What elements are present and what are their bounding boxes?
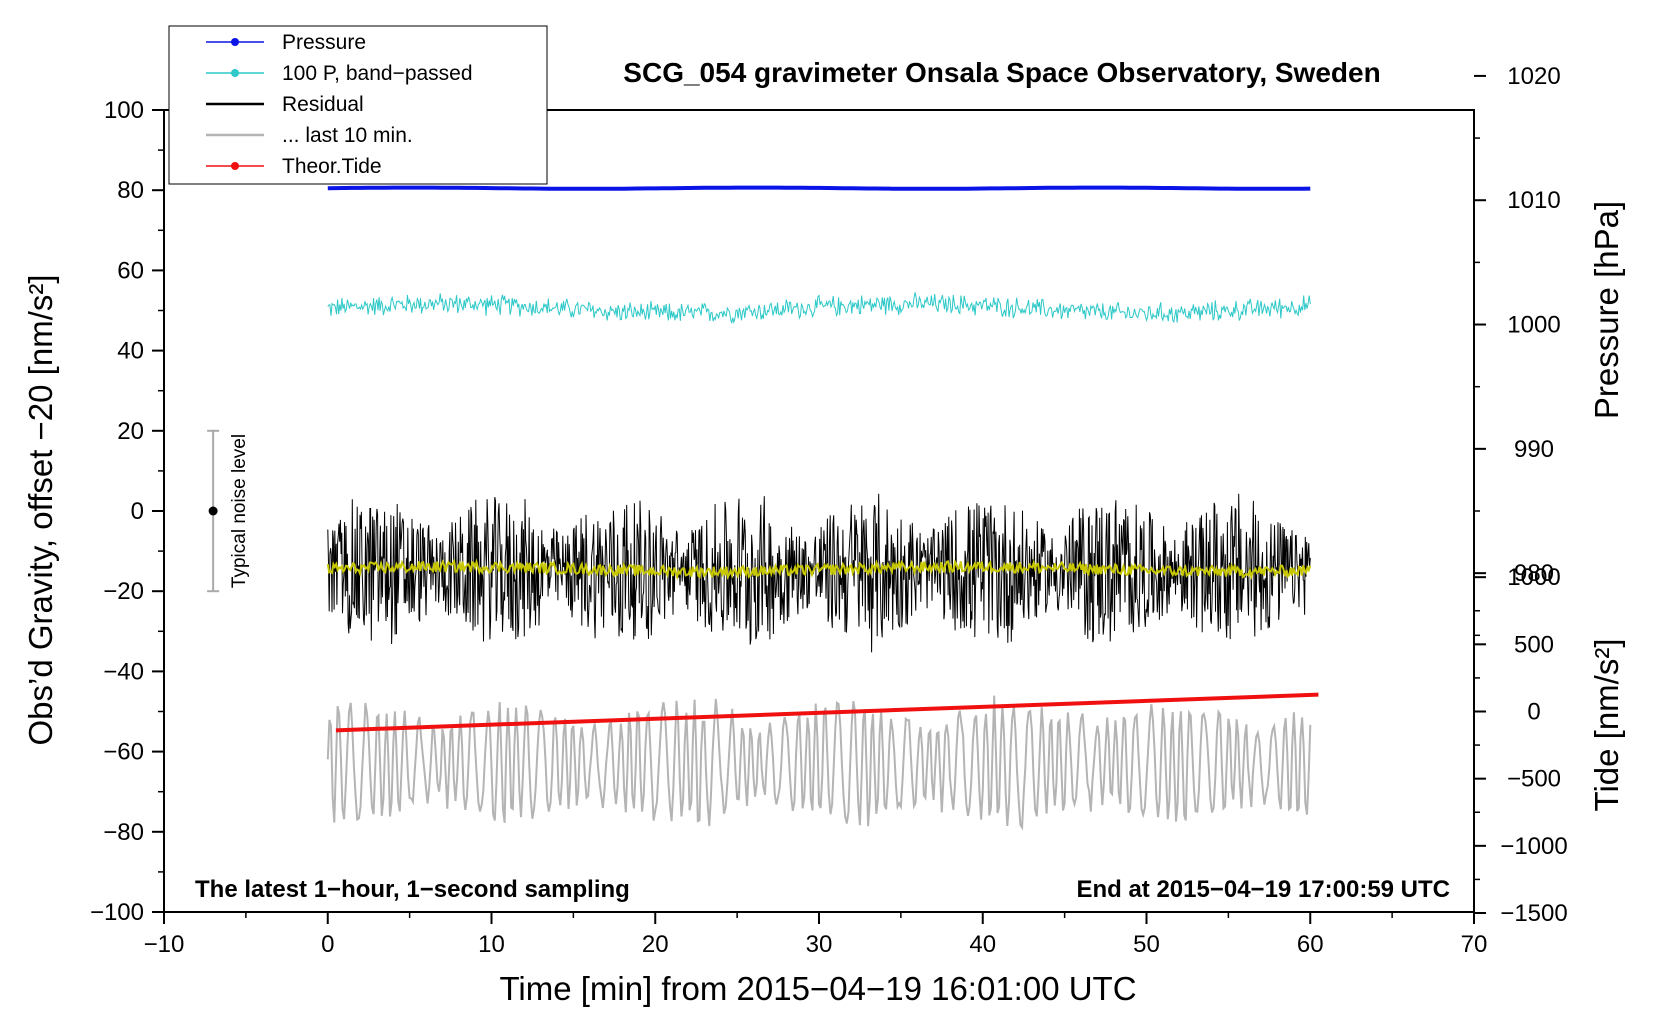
- legend-marker: [231, 69, 239, 77]
- legend-label: Residual: [282, 93, 364, 116]
- legend-label: 100 P, band−passed: [282, 62, 473, 85]
- legend-label: Pressure: [282, 31, 366, 54]
- x-tick-label: 40: [969, 931, 996, 958]
- tide-tick-label: −500: [1507, 766, 1561, 793]
- y-tick-label: 20: [117, 418, 144, 445]
- x-tick-label: 20: [642, 931, 669, 958]
- y-tick-label: −80: [103, 819, 144, 846]
- pressure-tick-label: 990: [1514, 436, 1554, 463]
- series-theoretical-tide: [335, 692, 1319, 733]
- y-tick-label: 60: [117, 257, 144, 284]
- sampling-note: The latest 1−hour, 1−second sampling: [195, 876, 630, 903]
- pressure-tick-label: 1010: [1507, 187, 1560, 214]
- y-axis-gravity: −100 −80 −60 −40 −20 0 20 40 60 80 100: [90, 97, 164, 926]
- x-tick-label: 30: [806, 931, 833, 958]
- y-tick-label: −20: [103, 578, 144, 605]
- x-tick-label: 70: [1461, 931, 1488, 958]
- tide-tick-label: 500: [1514, 631, 1554, 658]
- tide-tick-label: −1000: [1500, 833, 1567, 860]
- y-tick-label: −100: [90, 899, 144, 926]
- x-tick-label: 0: [321, 931, 334, 958]
- legend-marker: [231, 162, 239, 170]
- series-last-10-min: [326, 695, 1312, 831]
- noise-bar-label: Typical noise level: [229, 434, 250, 588]
- pressure-tick-label: 1020: [1507, 63, 1560, 90]
- series-residual-smoothed: [326, 558, 1312, 581]
- tide-tick-label: −1500: [1500, 900, 1567, 927]
- x-tick-label: −10: [144, 931, 185, 958]
- x-tick-label: 50: [1133, 931, 1160, 958]
- noise-bar-center-dot: [208, 506, 218, 516]
- y-tick-label: 0: [131, 498, 144, 525]
- noise-bar: Typical noise level: [207, 429, 250, 593]
- y-axis-title-tide: Tide [nm/s²]: [1588, 639, 1625, 812]
- pressure-tick-label: 980: [1514, 560, 1554, 587]
- x-tick-label: 60: [1297, 931, 1324, 958]
- x-axis: −10 0 10 20 30 40 50 60 70: [144, 912, 1488, 958]
- y-tick-label: 40: [117, 338, 144, 365]
- y-tick-label: −40: [103, 658, 144, 685]
- y-tick-label: −60: [103, 739, 144, 766]
- y-axis-pressure: 9809901000101010201030: [1474, 63, 1561, 637]
- x-axis-title: Time [min] from 2015−04−19 16:01:00 UTC: [499, 970, 1136, 1007]
- series-pressure: [327, 185, 1311, 191]
- series-layer: [326, 185, 1319, 831]
- series-band-passed-pressure: [327, 292, 1311, 325]
- legend-label: Theor.Tide: [282, 155, 382, 178]
- y-axis-title-gravity: Obs’d Gravity, offset −20 [nm/s²]: [22, 274, 59, 745]
- series-residual: [327, 493, 1311, 653]
- chart-title: SCG_054 gravimeter Onsala Space Observat…: [623, 57, 1380, 88]
- end-time-note: End at 2015−04−19 17:00:59 UTC: [1076, 876, 1450, 903]
- y-axis-title-pressure: Pressure [hPa]: [1588, 201, 1625, 419]
- y-tick-label: 80: [117, 177, 144, 204]
- legend-label: ... last 10 min.: [282, 124, 413, 147]
- legend-marker: [231, 38, 239, 46]
- tide-tick-label: 0: [1527, 699, 1540, 726]
- tide-tick-label: 1000: [1507, 564, 1560, 591]
- pressure-tick-label: 1000: [1507, 312, 1560, 339]
- y-tick-label: 100: [104, 97, 144, 124]
- legend: Pressure 100 P, band−passed Residual ... la…: [168, 25, 548, 185]
- y-axis-tide: −1500 −1000 −500 0 500 1000: [1474, 564, 1568, 927]
- x-tick-label: 10: [478, 931, 505, 958]
